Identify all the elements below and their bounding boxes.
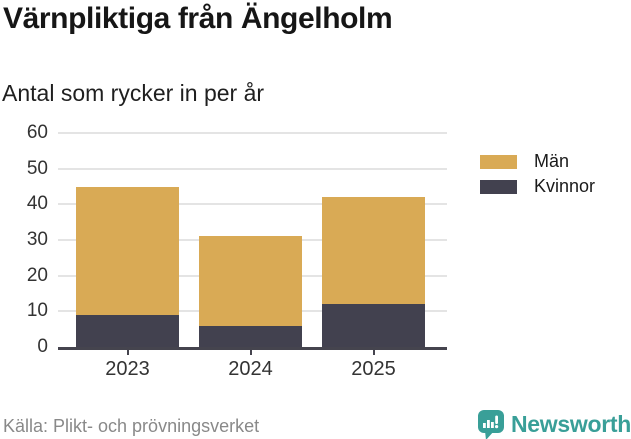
bar-segment-män-2025 — [322, 197, 425, 305]
gridline-40 — [58, 203, 447, 206]
y-tick-label-50: 50 — [26, 157, 48, 179]
x-tick-mark-2025 — [372, 350, 375, 355]
newsworthy-wordmark: Newsworthy — [511, 411, 631, 437]
bar-segment-kvinnor-2025 — [322, 304, 425, 347]
x-tick-mark-2024 — [249, 350, 252, 355]
bar-group-2025 — [322, 133, 425, 347]
legend: Män Kvinnor — [480, 151, 595, 201]
y-tick-label-20: 20 — [26, 264, 48, 286]
bar-segment-män-2023 — [76, 186, 179, 315]
gridline-60 — [58, 132, 447, 134]
x-axis-labels: 2023 2024 2025 — [58, 350, 447, 386]
legend-swatch-man — [480, 154, 517, 169]
source-caption: Källa: Plikt- och prövningsverket — [3, 416, 260, 436]
x-tick-mark-2023 — [126, 350, 129, 355]
y-tick-label-40: 40 — [26, 193, 48, 215]
legend-swatch-kvinnor — [480, 179, 517, 194]
gridline-50 — [58, 167, 447, 170]
plot-area — [58, 132, 447, 350]
bar-group-2024 — [199, 133, 302, 347]
bar-segment-kvinnor-2024 — [199, 325, 302, 347]
bar-segment-kvinnor-2023 — [76, 314, 179, 347]
bar-segment-män-2024 — [199, 236, 302, 326]
newsworthy-icon — [478, 410, 504, 439]
legend-label-man: Män — [534, 151, 570, 171]
bar-group-2023 — [76, 133, 179, 347]
x-tick-label-2025: 2025 — [351, 358, 396, 380]
y-tick-label-60: 60 — [26, 122, 48, 143]
newsworthy-logo[interactable]: Newsworthy — [478, 410, 631, 439]
y-tick-label-30: 30 — [26, 229, 48, 250]
legend-item-man: Män — [480, 151, 595, 172]
chart-subtitle: Antal som rycker in per år — [2, 80, 265, 106]
x-tick-label-2024: 2024 — [228, 358, 273, 380]
y-tick-label-10: 10 — [26, 300, 48, 322]
x-tick-label-2023: 2023 — [105, 358, 150, 380]
y-tick-label-0: 0 — [37, 336, 48, 357]
chart-title: Värnpliktiga från Ängelholm — [3, 2, 393, 35]
legend-label-kvinnor: Kvinnor — [534, 176, 596, 196]
y-axis-labels: 0 10 20 30 40 50 60 — [0, 122, 48, 357]
legend-item-kvinnor: Kvinnor — [480, 176, 595, 197]
